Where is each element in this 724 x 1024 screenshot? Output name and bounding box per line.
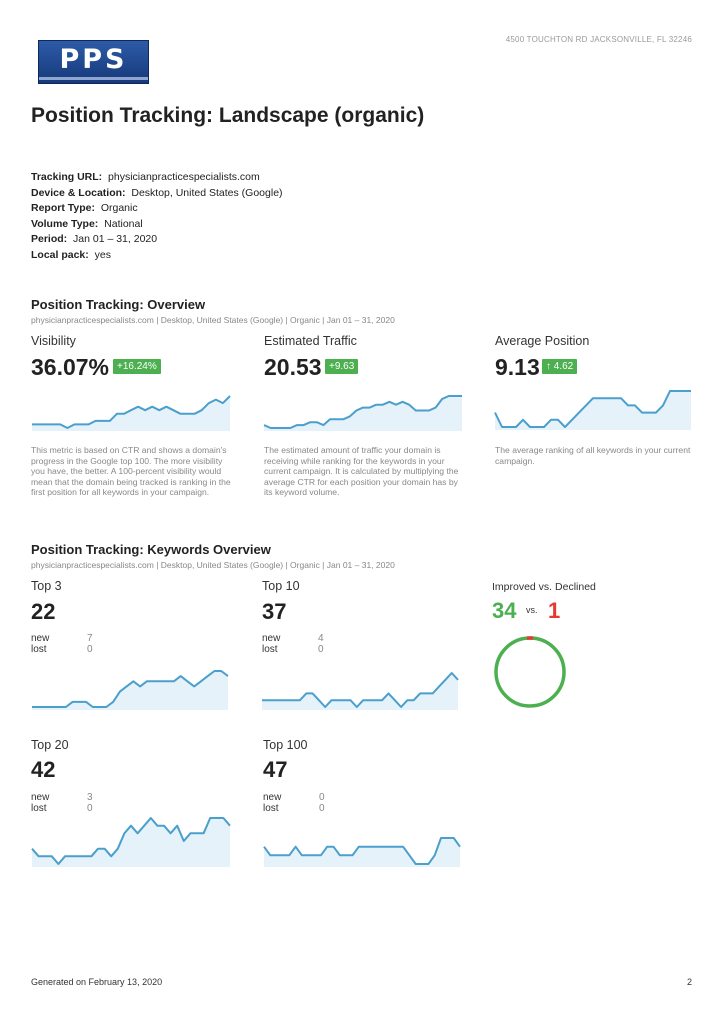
meta-row-report-type: Report Type: Organic: [31, 202, 138, 215]
improved-declined-donut: [494, 636, 566, 708]
top100-label: Top 100: [263, 738, 308, 752]
visibility-change-badge: +16.24%: [113, 359, 161, 374]
overview-section-title: Position Tracking: Overview: [31, 297, 206, 312]
versus-text: vs.: [526, 605, 538, 615]
overview-section-subtitle: physicianpracticespecialists.com | Deskt…: [31, 315, 395, 325]
sparkline-line: [263, 837, 461, 865]
generated-date: Generated on February 13, 2020: [31, 977, 163, 987]
sparkline-area: [495, 391, 691, 430]
top3-value: 22: [31, 599, 56, 624]
top3-label: Top 3: [31, 579, 62, 593]
top20-sparkline: [31, 817, 231, 867]
declined-count: 1: [548, 598, 561, 623]
traffic-value: 20.53: [264, 354, 322, 380]
top3-new-row: new 7: [31, 633, 93, 644]
sparkline-area: [32, 396, 230, 431]
improved-declined-label: Improved vs. Declined: [492, 581, 596, 593]
page-number: 2: [686, 977, 692, 987]
meta-row-local-pack: Local pack: yes: [31, 248, 111, 261]
sparkline-area: [32, 671, 228, 710]
traffic-description: The estimated amount of traffic your dom…: [264, 445, 459, 498]
sparkline-line: [32, 670, 229, 708]
avg-position-value: 9.13: [495, 354, 540, 380]
sparkline-line: [32, 395, 231, 429]
top100-lost-row: lost 0: [263, 803, 325, 814]
visibility-value: 36.07%: [31, 354, 110, 380]
top3-sparkline: [32, 670, 229, 710]
top100-value: 47: [263, 757, 288, 782]
company-address: 4500 TOUCHTON RD JACKSONVILLE, FL 32246: [505, 35, 692, 44]
sparkline-line: [494, 390, 691, 428]
donut-improved-arc: [494, 636, 566, 708]
logo-text: PPS: [59, 44, 128, 75]
top20-label: Top 20: [31, 738, 69, 752]
keywords-section-title: Position Tracking: Keywords Overview: [31, 542, 271, 557]
visibility-label: Visibility: [31, 334, 76, 348]
improved-count: 34: [492, 598, 517, 623]
report-meta: Tracking URL: physicianpracticespecialis…: [31, 170, 283, 264]
visibility-description: This metric is based on CTR and shows a …: [31, 445, 231, 498]
traffic-change-badge: +9.63: [325, 359, 359, 374]
visibility-sparkline: [32, 395, 231, 431]
meta-row-tracking-url: Tracking URL: physicianpracticespecialis…: [31, 171, 260, 183]
sparkline-area: [264, 838, 460, 867]
top20-value: 42: [31, 757, 56, 782]
logo-underline: [39, 77, 148, 80]
avg-position-description: The average ranking of all keywords in y…: [495, 445, 691, 466]
sparkline-area: [32, 818, 230, 867]
top10-label: Top 10: [262, 579, 300, 593]
top3-lost-row: lost 0: [31, 644, 93, 655]
avg-position-sparkline: [494, 390, 691, 430]
top10-value: 37: [262, 599, 287, 624]
top20-lost-row: lost 0: [31, 803, 93, 814]
sparkline-line: [262, 672, 459, 708]
company-logo: PPS: [38, 40, 149, 84]
top10-new-row: new 4: [262, 633, 324, 644]
meta-row-period: Period: Jan 01 – 31, 2020: [31, 233, 158, 246]
meta-row-device-location: Device & Location: Desktop, United State…: [31, 186, 283, 199]
meta-row-volume-type: Volume Type: National: [31, 217, 143, 230]
avg-position-change-badge: ↑ 4.62: [542, 359, 578, 374]
page-title: Position Tracking: Landscape (organic): [31, 104, 425, 127]
top100-sparkline: [263, 837, 461, 867]
top10-lost-row: lost 0: [262, 644, 324, 655]
traffic-label: Estimated Traffic: [264, 334, 357, 348]
sparkline-line: [31, 817, 231, 865]
top10-sparkline: [262, 672, 459, 710]
keywords-section-subtitle: physicianpracticespecialists.com | Deskt…: [31, 560, 395, 570]
avg-position-label: Average Position: [495, 334, 590, 348]
sparkline-line: [263, 395, 462, 429]
traffic-sparkline: [263, 395, 462, 431]
top100-new-row: new 0: [263, 792, 325, 803]
top20-new-row: new 3: [31, 792, 93, 803]
